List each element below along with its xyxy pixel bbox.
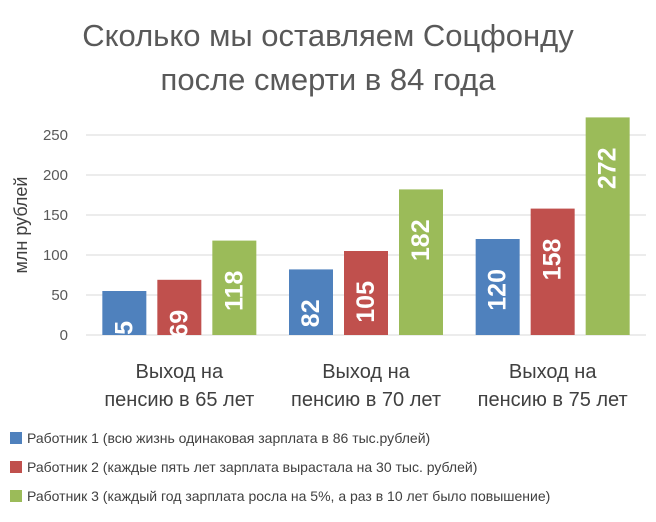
bar-value-label: 120 — [484, 269, 512, 311]
bar — [289, 269, 333, 335]
y-tick-label: 50 — [51, 287, 68, 304]
chart-title-line-1: Сколько мы оставляем Соцфонду — [82, 18, 574, 53]
y-axis-ticks: 0 50 100 150 200 250 — [43, 127, 68, 344]
bar-value-label: 55 — [110, 321, 138, 349]
legend-swatch — [10, 461, 22, 473]
bar-value-label: 118 — [220, 271, 248, 311]
legend-swatch — [10, 432, 22, 444]
legend-entry: Работник 2 (каждые пять лет зарплата выр… — [27, 459, 477, 475]
y-tick-label: 150 — [43, 207, 68, 224]
bars: 55 82 120 69 105 158 118 182 272 — [102, 117, 630, 349]
y-axis-label: млн рублей — [11, 177, 31, 274]
x-axis-categories: Выход на пенсию в 65 лет Выход на пенсию в … — [104, 361, 627, 411]
category-label: Выход на пенсию в 75 лет — [478, 361, 628, 411]
bar — [344, 251, 388, 335]
legend-swatch — [10, 490, 22, 502]
bar-value-label: 82 — [297, 299, 325, 327]
y-tick-label: 200 — [43, 167, 68, 184]
legend-entry: Работник 1 (всю жизнь одинаковая зарплат… — [27, 430, 430, 446]
bar-value-label: 158 — [539, 239, 567, 281]
bar-value-label: 69 — [165, 310, 193, 338]
bar-value-label: 272 — [594, 147, 622, 189]
bar — [102, 291, 147, 335]
category-label: Выход на пенсию в 70 лет — [291, 361, 441, 411]
y-tick-label: 100 — [43, 247, 68, 264]
legend-entry: Работник 3 (каждый год зарплата росла на… — [27, 488, 550, 504]
bar-value-label: 105 — [352, 281, 380, 323]
y-tick-label: 0 — [60, 327, 68, 344]
bar — [475, 239, 520, 335]
bar — [530, 208, 575, 335]
legend: Работник 1 (всю жизнь одинаковая зарплат… — [10, 430, 550, 504]
bar-value-label: 182 — [407, 219, 435, 261]
chart-title-line-2: после смерти в 84 года — [161, 62, 497, 97]
y-tick-label: 250 — [43, 127, 68, 144]
bar — [157, 279, 202, 335]
bar — [212, 240, 257, 335]
bar — [585, 117, 630, 336]
bar — [399, 189, 443, 335]
category-label: Выход на пенсию в 65 лет — [104, 361, 254, 411]
